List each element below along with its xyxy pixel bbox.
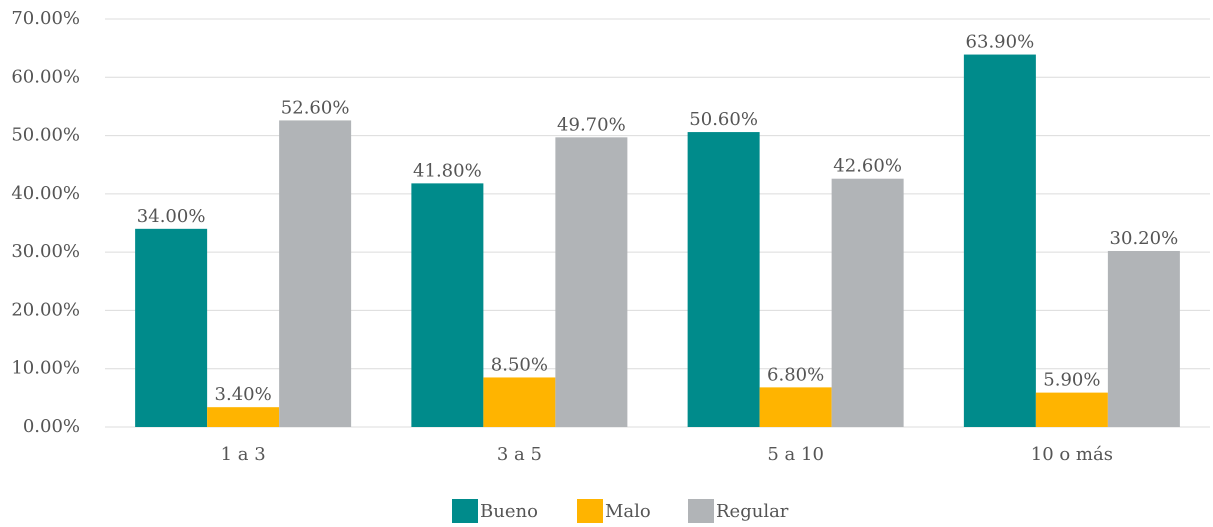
legend-swatch	[688, 499, 714, 523]
bar	[279, 120, 352, 427]
x-tick-label: 5 a 10	[767, 444, 824, 465]
x-tick-label: 3 a 5	[497, 444, 542, 465]
data-label: 41.80%	[413, 160, 482, 181]
legend-label: Bueno	[480, 501, 538, 522]
data-label: 8.50%	[491, 354, 548, 375]
bar	[831, 178, 904, 427]
data-label: 50.60%	[689, 109, 758, 130]
data-label: 49.70%	[557, 114, 626, 135]
y-tick-label: 30.00%	[11, 241, 80, 262]
y-tick-label: 20.00%	[11, 299, 80, 320]
y-tick-label: 0.00%	[23, 416, 80, 437]
data-label: 6.80%	[767, 364, 824, 385]
bar	[759, 387, 832, 427]
bar	[483, 377, 556, 427]
y-tick-label: 10.00%	[11, 358, 80, 379]
legend-label: Malo	[605, 501, 651, 522]
x-tick-label: 1 a 3	[221, 444, 266, 465]
data-label: 5.90%	[1043, 370, 1100, 391]
y-tick-label: 60.00%	[11, 66, 80, 87]
data-label: 30.20%	[1110, 228, 1179, 249]
bar	[135, 228, 208, 427]
legend-swatch	[452, 499, 478, 523]
y-tick-label: 40.00%	[11, 183, 80, 204]
data-label: 42.60%	[833, 156, 902, 177]
bar	[1035, 392, 1108, 427]
bar	[963, 54, 1036, 427]
data-label: 52.60%	[281, 97, 350, 118]
y-tick-label: 70.00%	[11, 8, 80, 29]
data-label: 63.90%	[966, 32, 1035, 53]
legend-label: Regular	[716, 501, 789, 522]
bar	[555, 137, 628, 427]
data-label: 34.00%	[137, 206, 206, 227]
y-tick-label: 50.00%	[11, 125, 80, 146]
data-label: 3.40%	[215, 384, 272, 405]
legend-swatch	[577, 499, 603, 523]
bar	[207, 407, 280, 427]
bar	[687, 132, 760, 427]
bar	[411, 183, 484, 427]
x-tick-label: 10 o más	[1031, 444, 1113, 465]
bar	[1107, 250, 1180, 427]
